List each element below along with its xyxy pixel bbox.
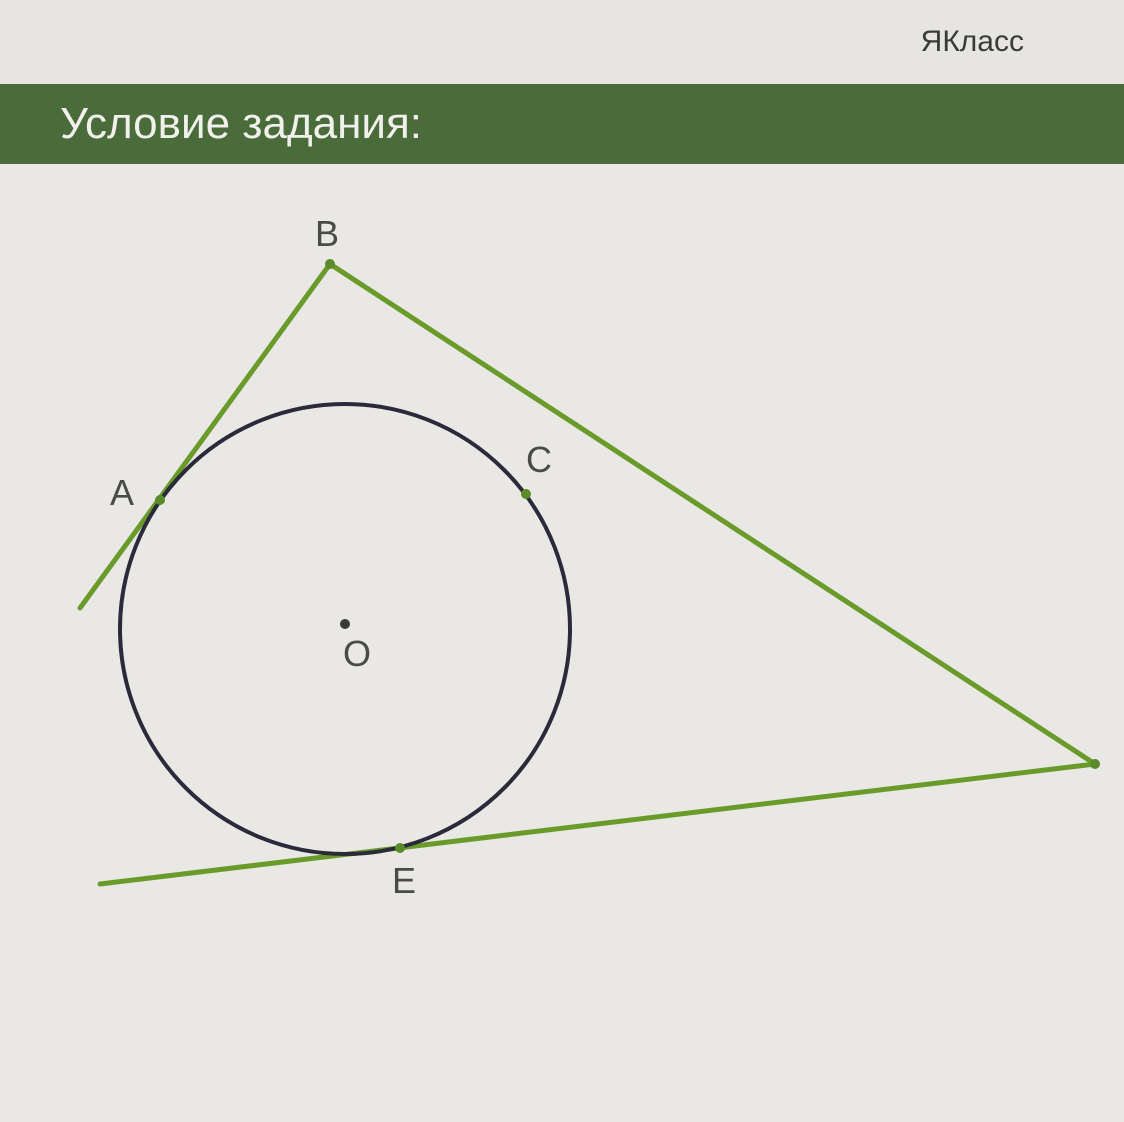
brand-label: ЯКласс (921, 25, 1024, 59)
point-b (325, 259, 335, 269)
label-o: O (343, 633, 371, 674)
label-e: E (392, 860, 416, 901)
label-c: C (526, 439, 552, 480)
geometry-diagram: B A C E O (0, 164, 1124, 1122)
condition-title: Условие задания: (60, 99, 422, 149)
condition-bar: Условие задания: (0, 84, 1124, 164)
diagram-area: B A C E O (0, 164, 1124, 1122)
point-c (521, 489, 531, 499)
point-o (340, 619, 350, 629)
point-e (395, 843, 405, 853)
point-d (1090, 759, 1100, 769)
label-a: A (110, 472, 134, 513)
label-b: B (315, 213, 339, 254)
header-top-bar: ЯКласс (0, 0, 1124, 84)
point-a (155, 495, 165, 505)
diagram-background (0, 164, 1124, 1122)
